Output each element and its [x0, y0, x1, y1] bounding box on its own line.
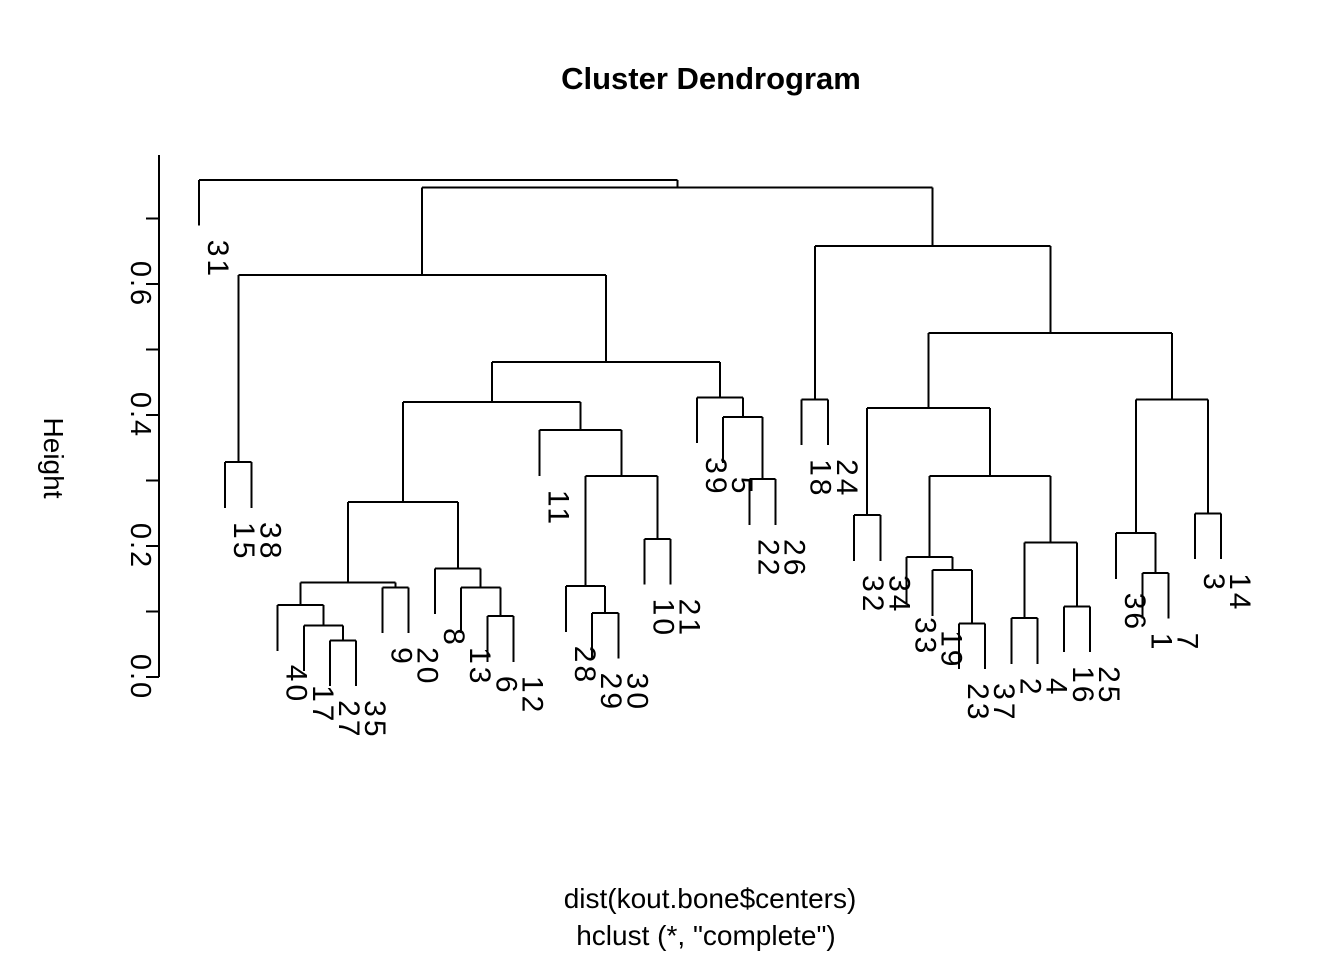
leaf-label: 10 [646, 599, 679, 638]
leaf-label: 6 [489, 676, 522, 696]
leaf-label: 24 [830, 459, 863, 498]
leaf-label: 16 [1066, 666, 1099, 705]
leaf-label: 13 [463, 647, 496, 686]
leaf-label: 40 [280, 665, 313, 704]
y-axis-tick-label: 0.6 [124, 261, 156, 307]
leaf-label: 25 [1092, 666, 1125, 705]
leaf-label: 1 [1144, 633, 1177, 653]
leaf-label: 9 [384, 647, 417, 667]
leaf-label: 7 [1171, 633, 1204, 653]
leaf-label: 35 [358, 700, 391, 739]
y-axis: 0.0 0.2 0.4 0.6 [124, 155, 160, 700]
leaf-label: 38 [253, 522, 286, 561]
leaf-label: 15 [227, 522, 260, 561]
y-axis-tick-label: 0.4 [124, 392, 156, 438]
leaf-label: 37 [987, 683, 1020, 722]
x-axis-caption-line2: hclust (*, "complete") [576, 920, 836, 951]
x-axis-caption-line1: dist(kout.bone$centers) [564, 883, 857, 914]
leaf-label: 12 [515, 676, 548, 715]
leaf-label: 21 [673, 599, 706, 638]
leaf-label: 18 [804, 459, 837, 498]
leaf-label: 17 [306, 685, 339, 724]
leaf-label: 30 [620, 673, 653, 712]
leaf-label: 27 [332, 700, 365, 739]
leaf-label: 3 [1197, 573, 1230, 593]
y-axis-tick-label: 0.2 [124, 523, 156, 569]
leaf-label: 20 [411, 647, 444, 686]
leaf-label: 23 [961, 683, 994, 722]
dendrogram-tree: 3115384017273592081361211282930102139522… [198, 178, 1256, 740]
leaf-label: 29 [594, 673, 627, 712]
leaf-label: 34 [882, 575, 915, 614]
leaf-label: 31 [201, 240, 234, 279]
leaf-label: 36 [1118, 593, 1151, 632]
chart-title: Cluster Dendrogram [561, 61, 861, 96]
y-axis-tick-label: 0.0 [124, 654, 156, 700]
leaf-label: 22 [751, 539, 784, 578]
leaf-label: 28 [568, 646, 601, 685]
leaf-label: 2 [1013, 678, 1046, 698]
leaf-label: 8 [437, 628, 470, 648]
leaf-label: 33 [909, 617, 942, 656]
leaf-label: 26 [778, 539, 811, 578]
leaf-label: 11 [542, 490, 575, 527]
leaf-label: 32 [856, 575, 889, 614]
leaf-label: 39 [699, 457, 732, 496]
y-axis-label: Height [38, 418, 69, 499]
leaf-label: 19 [935, 630, 968, 669]
leaf-label: 4 [1040, 678, 1073, 698]
leaf-label: 14 [1223, 573, 1256, 612]
